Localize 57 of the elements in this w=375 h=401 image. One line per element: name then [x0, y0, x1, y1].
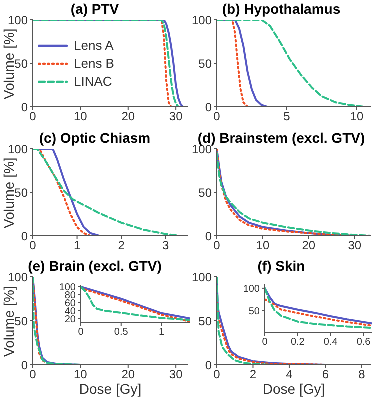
y-tick-label: 100	[8, 13, 28, 28]
y-tick-label: 100	[8, 270, 28, 284]
x-tick-label: 5	[284, 110, 291, 124]
y-tick-label: 100	[243, 284, 260, 296]
x-tick-label: 20	[122, 368, 136, 382]
x-tick-label: 1	[74, 238, 81, 253]
y-tick-label: 0	[205, 100, 212, 114]
x-tick-label: 0.5	[114, 327, 129, 338]
chart-title: (a) PTV	[70, 1, 120, 17]
y-tick-label: 50	[14, 56, 28, 71]
x-tick-label: 0.2	[290, 337, 306, 348]
y-tick-label: 0	[21, 100, 28, 114]
x-tick-label: 0	[262, 337, 268, 348]
y-tick-label: 0	[205, 358, 212, 372]
line-series	[265, 298, 372, 327]
y-tick-label: 50	[198, 186, 212, 200]
x-tick-label: 0.4	[324, 337, 338, 348]
x-tick-label: 10	[350, 110, 364, 124]
legend-label: LINAC	[74, 74, 112, 90]
x-tick-label: 30	[169, 110, 184, 124]
x-tick-label: 10	[74, 368, 88, 382]
y-tick-label: 50	[14, 186, 28, 200]
x-tick-label: 10	[74, 110, 88, 124]
y-tick-label: 0	[21, 229, 28, 244]
x-tick-label: 10	[256, 238, 270, 253]
y-tick-label: 100	[8, 142, 28, 156]
x-tick-label: 0.6	[356, 337, 372, 348]
x-axis-title: Dose [Gy]	[79, 381, 142, 397]
x-tick-label: 20	[122, 110, 136, 124]
x-tick-label: 6	[322, 368, 330, 382]
y-tick-label: 100	[192, 13, 212, 28]
chart-title: (f) Skin	[258, 258, 306, 274]
x-tick-label: 0	[78, 327, 84, 338]
x-tick-label: 30	[169, 368, 184, 382]
x-tick-label: 20	[302, 238, 316, 253]
x-tick-label: 2	[250, 368, 257, 382]
x-tick-label: 8	[358, 368, 366, 382]
chart-title: (b) Hypothalamus	[222, 1, 341, 17]
legend-label: Lens A	[74, 38, 114, 54]
y-tick-label: 50	[198, 56, 212, 71]
y-tick-label: 50	[248, 306, 260, 318]
y-tick-label: 0	[21, 358, 28, 372]
x-tick-label: 1	[158, 327, 165, 338]
x-tick-label: 30	[348, 238, 362, 253]
y-tick-label: 20	[64, 314, 76, 326]
y-tick-label: 50	[14, 314, 28, 328]
x-tick-label: 4	[286, 368, 294, 382]
y-tick-label: 100	[192, 270, 212, 284]
line-series	[33, 20, 188, 107]
y-tick-label: 50	[198, 314, 212, 328]
legend-label: Lens B	[74, 56, 114, 72]
x-axis-title: Dose [Gy]	[262, 381, 326, 397]
chart-title: (e) Brain (excl. GTV)	[28, 258, 162, 274]
x-tick-label: 2	[118, 238, 126, 253]
chart-title: (c) Optic Chiasm	[39, 130, 151, 146]
x-tick-label: 3	[162, 238, 170, 253]
y-tick-label: 0	[205, 229, 212, 244]
